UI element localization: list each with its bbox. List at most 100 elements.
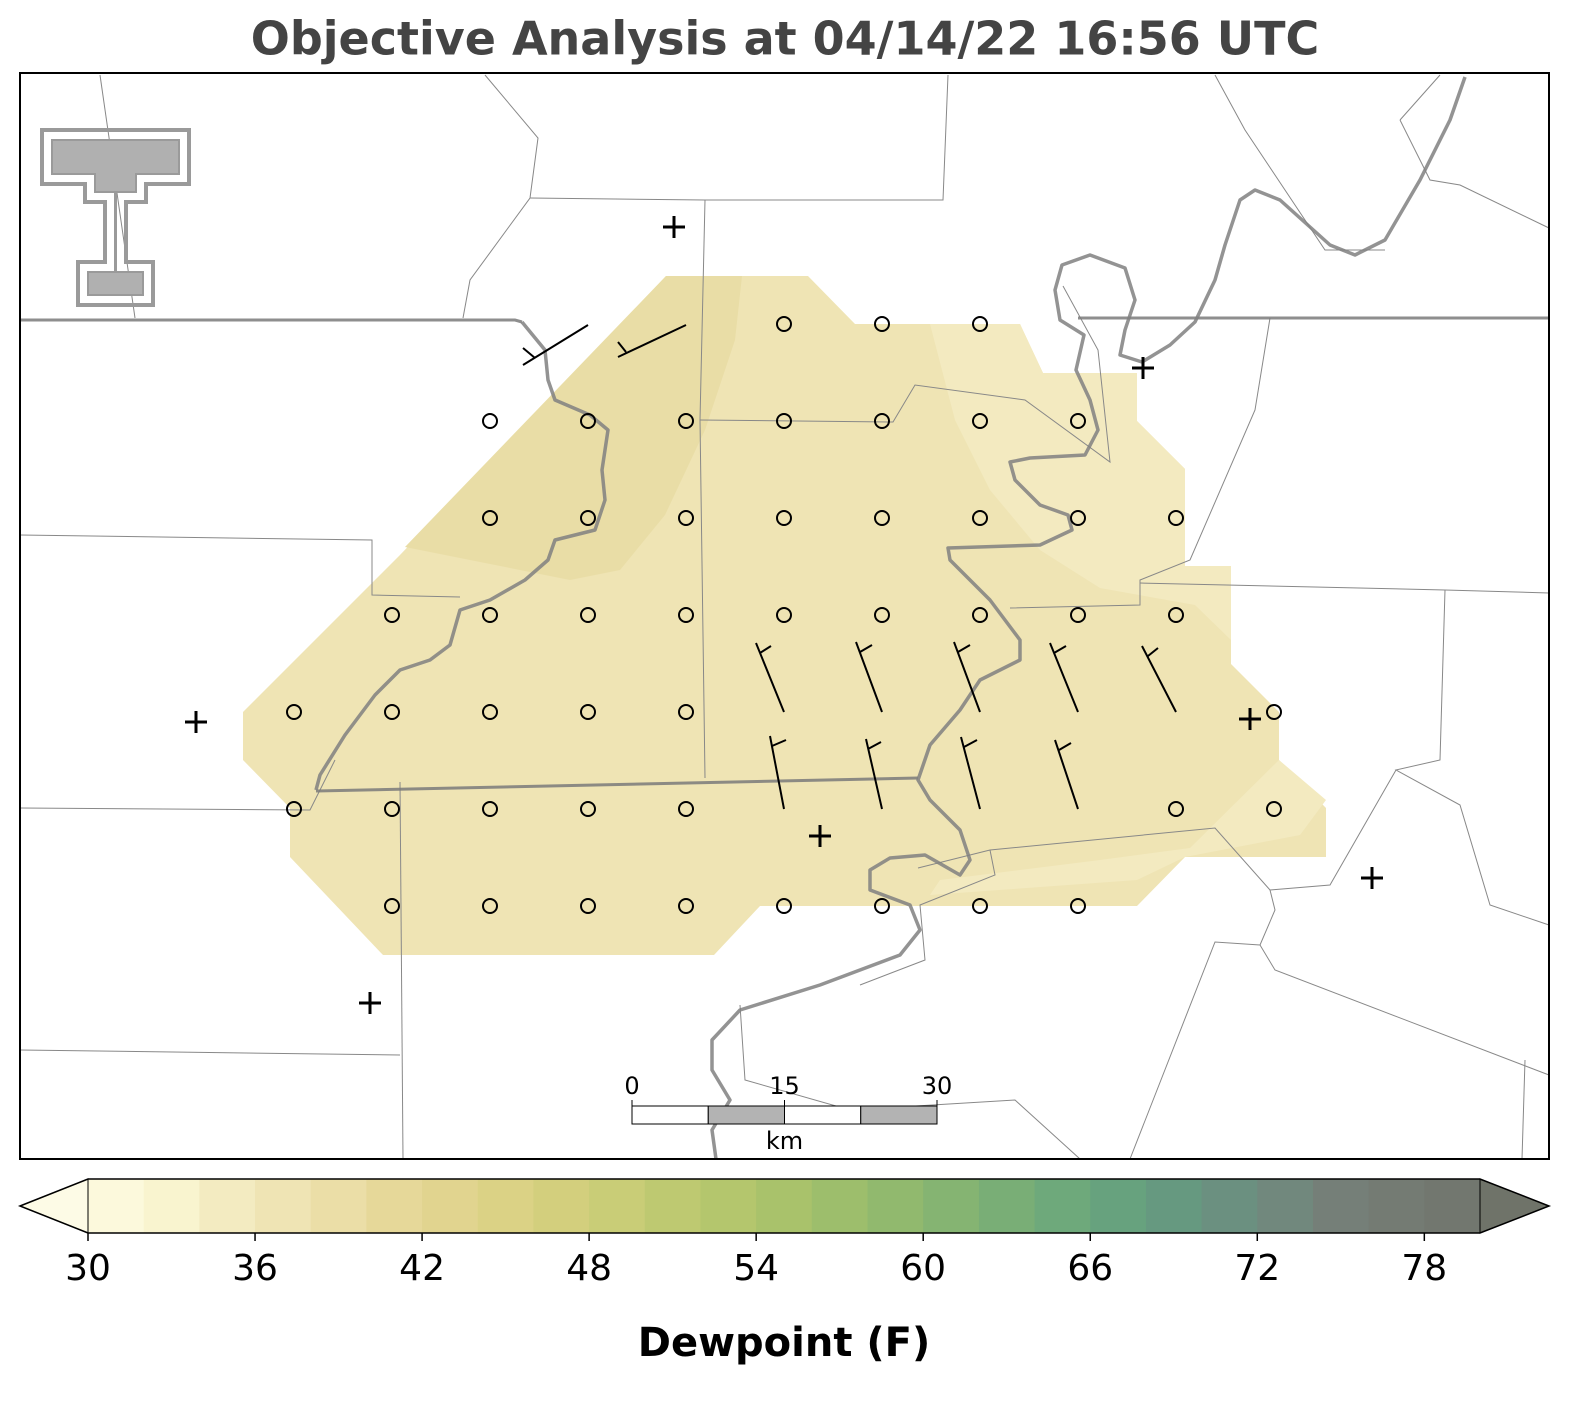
colorbar-bin (923, 1179, 980, 1233)
scale-bar-segment (860, 1105, 938, 1125)
colorbar-bin (310, 1179, 367, 1233)
wind-barbs (522, 324, 1177, 810)
station (874, 510, 890, 526)
station (384, 898, 400, 914)
county-line (19, 534, 461, 598)
station (776, 510, 792, 526)
county-line (1214, 74, 1385, 251)
state-line (20, 318, 523, 324)
scale-bar-label: 30 (922, 1072, 953, 1100)
colorbar-tick-label: 36 (232, 1248, 278, 1289)
county-line (917, 769, 1397, 891)
map-frame (19, 72, 1550, 1160)
analysis-field-low (930, 760, 1326, 895)
station (776, 413, 792, 429)
wind-barb (755, 642, 785, 713)
scale-bar-unit: km (766, 1127, 803, 1155)
colorbar-bin (88, 1179, 145, 1233)
wind-barb (865, 738, 883, 810)
station-marker (185, 216, 1383, 1014)
colorbar-bin (756, 1179, 813, 1233)
county-line (462, 74, 539, 319)
colorbar-bin (255, 1179, 312, 1233)
station (482, 704, 498, 720)
station (286, 801, 302, 817)
colorbar-bin (644, 1179, 701, 1233)
station (1070, 510, 1086, 526)
scale-bar-label: 15 (769, 1072, 800, 1100)
wind-barb (1141, 645, 1177, 713)
colorbar-extend-high (1479, 1178, 1551, 1234)
wind-barb (855, 641, 883, 713)
station (580, 413, 596, 429)
stations (286, 316, 1282, 914)
colorbar-bin (477, 1179, 534, 1233)
station (972, 607, 988, 623)
colorbar-bin (533, 1179, 590, 1233)
colorbar-tick-label: 30 (65, 1248, 111, 1289)
colorbar-tick-label: 66 (1067, 1248, 1113, 1289)
wind-barb (522, 324, 589, 366)
station (972, 413, 988, 429)
county-line (1399, 74, 1441, 121)
colorbar-bin (1368, 1179, 1425, 1233)
station (874, 898, 890, 914)
colorbar-bin (1090, 1179, 1147, 1233)
county-line (19, 1049, 401, 1056)
colorbar-extend-low (18, 1178, 89, 1234)
colorbar-bin (1424, 1179, 1481, 1233)
wind-barb (769, 735, 787, 810)
station (874, 607, 890, 623)
colorbar-bin (143, 1179, 200, 1233)
station (384, 704, 400, 720)
county-line (699, 285, 1111, 464)
colorbar-bin (1034, 1179, 1091, 1233)
county-line (1399, 119, 1550, 229)
station (874, 316, 890, 332)
colorbar-tick-label: 60 (900, 1248, 946, 1289)
county-line (1129, 941, 1261, 1160)
colorbar-tick-label: 72 (1234, 1248, 1280, 1289)
colorbar-bin (978, 1179, 1036, 1233)
colorbar-tick-label: 42 (399, 1248, 445, 1289)
scale-bar-segment (707, 1105, 785, 1125)
river (710, 76, 1467, 1160)
station (678, 801, 694, 817)
station (384, 607, 400, 623)
colorbar-bin (700, 1179, 757, 1233)
title: Objective Analysis at 04/14/22 16:56 UTC (251, 12, 1320, 66)
station (580, 704, 596, 720)
colorbar-bin (199, 1179, 256, 1233)
colorbar-tick-label: 48 (566, 1248, 612, 1289)
station (1168, 607, 1184, 623)
colorbar-bin (811, 1179, 869, 1233)
station (776, 898, 792, 914)
wind-barb (1049, 642, 1079, 713)
station (482, 898, 498, 914)
scale-bar: 0 15 30 km (624, 1072, 952, 1155)
station (678, 607, 694, 623)
station (482, 607, 498, 623)
station (580, 510, 596, 526)
station (1168, 801, 1184, 817)
station (678, 704, 694, 720)
colorbar-bin (1257, 1179, 1314, 1233)
colorbar-bin (1201, 1179, 1258, 1233)
scale-bar-segment (784, 1105, 862, 1125)
station (1266, 704, 1282, 720)
colorbar-label: Dewpoint (F) (638, 1320, 931, 1366)
scale-bar-label: 0 (624, 1072, 639, 1100)
scale-bar-segment (631, 1105, 709, 1125)
colorbar: 30 36 42 48 54 60 66 72 78 (17, 1178, 1552, 1289)
station (580, 607, 596, 623)
colorbar-bin (867, 1179, 924, 1233)
station (776, 607, 792, 623)
colorbar-bin (1145, 1179, 1203, 1233)
county-line (1521, 1059, 1526, 1160)
station (1168, 510, 1184, 526)
colorbar-tick-label: 78 (1401, 1248, 1447, 1289)
analysis-field-high (405, 276, 742, 580)
map: 0 15 30 km (19, 72, 1550, 1160)
colorbar-bin (366, 1179, 423, 1233)
